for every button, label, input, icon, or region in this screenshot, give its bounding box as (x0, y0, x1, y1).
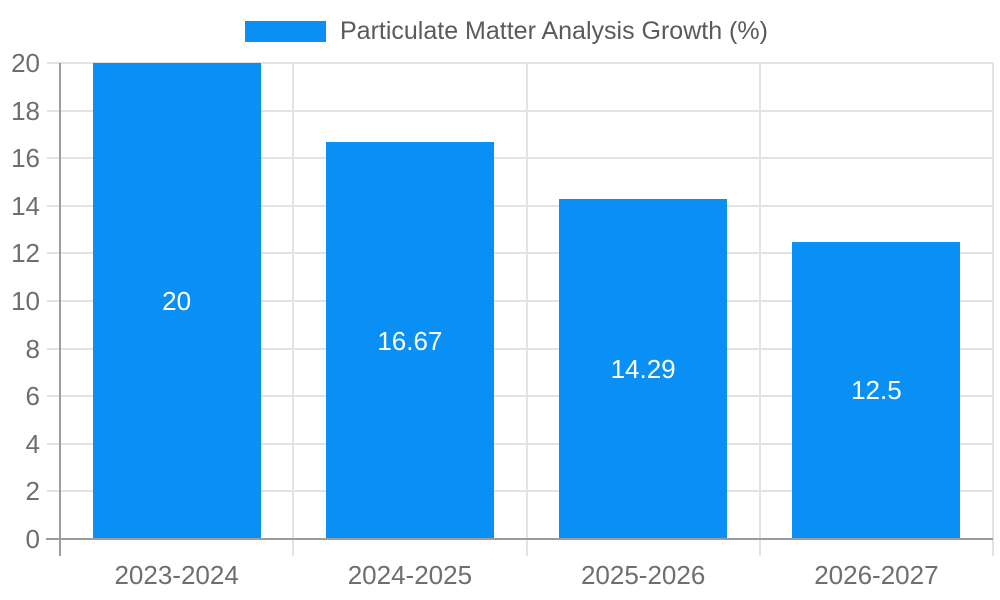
bar-2023-2024: 20 (92, 63, 261, 539)
y-tick-label-2: 2 (25, 476, 40, 507)
y-tick-label-20: 20 (11, 48, 40, 78)
bar-2024-2025: 16.67 (325, 142, 494, 539)
y-tick-label-8: 8 (25, 333, 40, 364)
gridline-x-boundary (292, 63, 295, 556)
y-tick-label-6: 6 (25, 381, 40, 412)
y-axis-line (59, 63, 61, 556)
legend: Particulate Matter Analysis Growth (%) (245, 17, 768, 45)
bar-value-label: 16.67 (377, 325, 443, 356)
y-tick-label-16: 16 (11, 143, 40, 174)
tick-y-10 (47, 300, 60, 302)
tick-y-20 (47, 62, 60, 64)
tick-y-4 (47, 442, 60, 445)
tick-y-18 (47, 109, 60, 112)
tick-y-8 (47, 347, 60, 350)
bar-value-label: 14.29 (610, 353, 676, 384)
x-tick-label-2026-2027: 2026-2027 (814, 560, 939, 590)
legend-swatch (245, 21, 326, 42)
bar-2025-2026: 14.29 (559, 198, 728, 539)
y-tick-label-12: 12 (11, 238, 40, 269)
tick-y-12 (47, 252, 60, 255)
x-tick-label-2024-2025: 2024-2025 (347, 560, 473, 590)
plot-right-edge (992, 63, 994, 556)
x-tick-label-2025-2026: 2025-2026 (580, 560, 706, 590)
tick-y-14 (47, 204, 60, 207)
bar-value-label: 20 (162, 286, 192, 316)
legend-label: Particulate Matter Analysis Growth (%) (340, 17, 768, 45)
bar-value-label: 12.5 (851, 375, 902, 406)
tick-y-2 (47, 490, 60, 493)
y-tick-label-18: 18 (11, 95, 40, 126)
y-tick-label-0: 0 (25, 524, 40, 554)
y-tick-label-10: 10 (11, 286, 40, 316)
gridline-x-boundary (525, 63, 528, 556)
plot-area: 20 16.67 14.29 12.5 (46, 62, 994, 556)
y-tick-label-14: 14 (11, 190, 40, 221)
tick-y-16 (47, 157, 60, 160)
y-tick-label-4: 4 (25, 428, 40, 459)
x-axis-line (46, 538, 993, 540)
bar-2026-2027: 12.5 (792, 241, 961, 539)
gridline-x-boundary (758, 63, 761, 556)
x-tick-label-2023-2024: 2023-2024 (114, 560, 239, 590)
tick-y-6 (47, 395, 60, 398)
